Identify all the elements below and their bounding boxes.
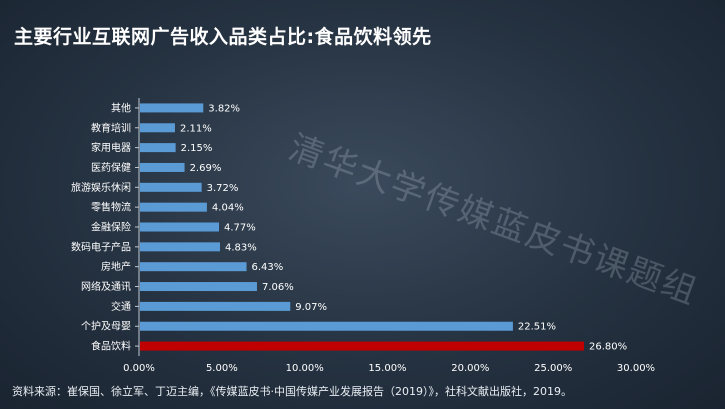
bar-3 — [140, 162, 185, 172]
bar-2 — [140, 143, 176, 153]
category-label-9: 网络及通讯 — [81, 280, 131, 293]
source-note: 资料来源：崔保国、徐立军、丁迈主编，《传媒蓝皮书·中国传媒产业发展报告（2019… — [12, 385, 572, 398]
category-label-12: 食品饮料 — [91, 340, 131, 353]
category-label-6: 金融保险 — [91, 221, 131, 234]
value-label-0: 3.82% — [208, 103, 240, 114]
bar-8 — [140, 262, 247, 272]
bar-7 — [140, 242, 221, 252]
bar-12 — [140, 341, 584, 351]
value-label-11: 22.51% — [518, 322, 556, 333]
value-label-3: 2.69% — [190, 163, 222, 174]
category-label-2: 家用电器 — [91, 141, 131, 154]
x-tick-label-6: 30.00% — [617, 363, 655, 374]
value-label-4: 3.72% — [207, 183, 239, 194]
bar-1 — [140, 123, 175, 133]
x-tick-label-2: 10.00% — [286, 363, 324, 374]
value-label-9: 7.06% — [262, 282, 294, 293]
x-tick-label-3: 15.00% — [368, 363, 406, 374]
bar-11 — [140, 321, 513, 331]
category-label-1: 教育培训 — [91, 121, 131, 134]
value-label-2: 2.15% — [181, 143, 213, 154]
category-label-10: 交通 — [111, 300, 131, 313]
value-label-6: 4.77% — [224, 223, 256, 234]
x-tick-label-5: 25.00% — [534, 363, 572, 374]
value-label-12: 26.80% — [589, 342, 627, 353]
bar-5 — [140, 202, 207, 212]
category-label-11: 个护及母婴 — [81, 320, 131, 333]
value-label-1: 2.11% — [180, 123, 212, 134]
bar-9 — [140, 282, 257, 292]
value-label-5: 4.04% — [212, 203, 244, 214]
category-label-3: 医药保健 — [91, 161, 131, 174]
page-title: 主要行业互联网广告收入品类占比:食品饮料领先 — [14, 26, 432, 48]
bar-0 — [140, 103, 204, 113]
bar-4 — [140, 182, 202, 192]
category-label-0: 其他 — [111, 101, 131, 114]
x-tick-label-1: 5.00% — [206, 363, 238, 374]
value-label-8: 6.43% — [252, 262, 284, 273]
category-label-4: 旅游娱乐休闲 — [71, 181, 131, 194]
x-tick-label-0: 0.00% — [123, 363, 155, 374]
category-label-8: 房地产 — [101, 260, 131, 273]
category-label-5: 零售物流 — [91, 201, 131, 214]
x-tick-label-4: 20.00% — [451, 363, 489, 374]
value-label-10: 9.07% — [295, 302, 327, 313]
bar-10 — [140, 301, 291, 311]
bar-6 — [140, 222, 220, 232]
value-label-7: 4.83% — [225, 242, 257, 253]
category-label-7: 数码电子产品 — [71, 240, 131, 253]
